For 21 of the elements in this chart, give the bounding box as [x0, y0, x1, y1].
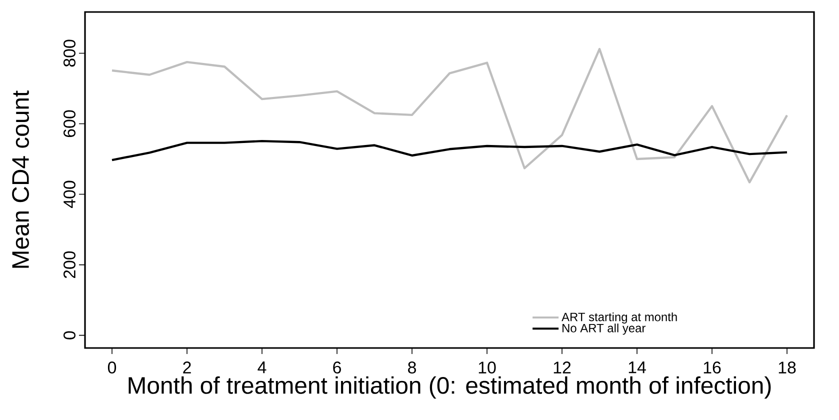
line-series: [110, 140, 788, 162]
y-tick-label: 400: [63, 180, 76, 208]
line-series: [110, 48, 788, 184]
y-tick-label: 0: [63, 331, 76, 340]
y-tick-label: 200: [63, 251, 76, 278]
x-tick-label: 8: [408, 362, 416, 374]
x-tick-label: 16: [704, 362, 721, 374]
x-tick-label: 12: [554, 362, 571, 374]
x-tick-label: 4: [258, 362, 266, 374]
y-tick-label: 600: [63, 110, 76, 138]
x-tick-label: 2: [183, 362, 191, 374]
x-tick-label: 10: [478, 362, 496, 374]
legend-label: ART starting at month: [562, 312, 677, 324]
x-tick-label: 6: [333, 362, 341, 374]
y-tick-label: 800: [63, 40, 76, 67]
x-axis-title: Month of treatment initiation (0: estimated month of infection): [128, 376, 771, 399]
legend-label: No ART all year: [562, 324, 646, 335]
x-tick-label: 14: [628, 362, 646, 374]
x-tick-label: 0: [108, 362, 116, 374]
x-tick-label: 18: [778, 362, 796, 374]
y-axis-title: Mean CD4 count: [12, 90, 29, 268]
